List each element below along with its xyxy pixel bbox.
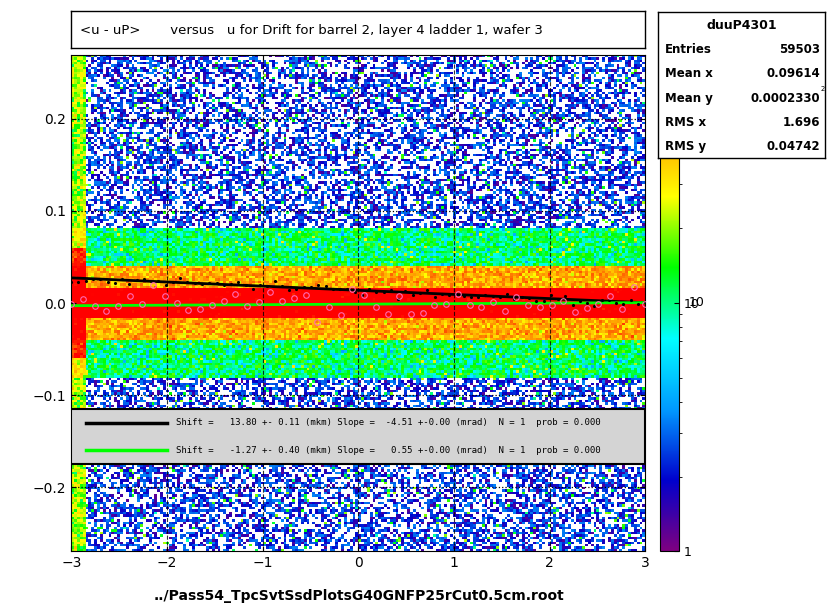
Text: duuP4301: duuP4301 xyxy=(706,19,777,32)
Text: 10: 10 xyxy=(689,296,705,310)
Text: Mean x: Mean x xyxy=(665,67,712,81)
Text: <u - uP>       versus   u for Drift for barrel 2, layer 4 ladder 1, wafer 3: <u - uP> versus u for Drift for barrel 2… xyxy=(80,24,543,37)
Text: Mean y: Mean y xyxy=(665,92,712,105)
Text: 1.696: 1.696 xyxy=(783,116,820,129)
Text: Shift =   -1.27 +- 0.40 (mkm) Slope =   0.55 +-0.00 (mrad)  N = 1  prob = 0.000: Shift = -1.27 +- 0.40 (mkm) Slope = 0.55… xyxy=(177,446,601,454)
Text: RMS x: RMS x xyxy=(665,116,706,129)
Text: 59503: 59503 xyxy=(779,43,820,56)
Text: 0.04742: 0.04742 xyxy=(767,140,820,153)
Text: 0.0002330: 0.0002330 xyxy=(751,92,820,105)
Text: Shift =   13.80 +- 0.11 (mkm) Slope =  -4.51 +-0.00 (mrad)  N = 1  prob = 0.000: Shift = 13.80 +- 0.11 (mkm) Slope = -4.5… xyxy=(177,418,601,427)
Text: Entries: Entries xyxy=(665,43,711,56)
Text: ../Pass54_TpcSvtSsdPlotsG40GNFP25rCut0.5cm.root: ../Pass54_TpcSvtSsdPlotsG40GNFP25rCut0.5… xyxy=(153,589,564,603)
Text: RMS y: RMS y xyxy=(665,140,706,153)
FancyBboxPatch shape xyxy=(71,409,645,464)
Text: $^2$: $^2$ xyxy=(820,86,826,96)
Text: 0.09614: 0.09614 xyxy=(767,67,820,81)
